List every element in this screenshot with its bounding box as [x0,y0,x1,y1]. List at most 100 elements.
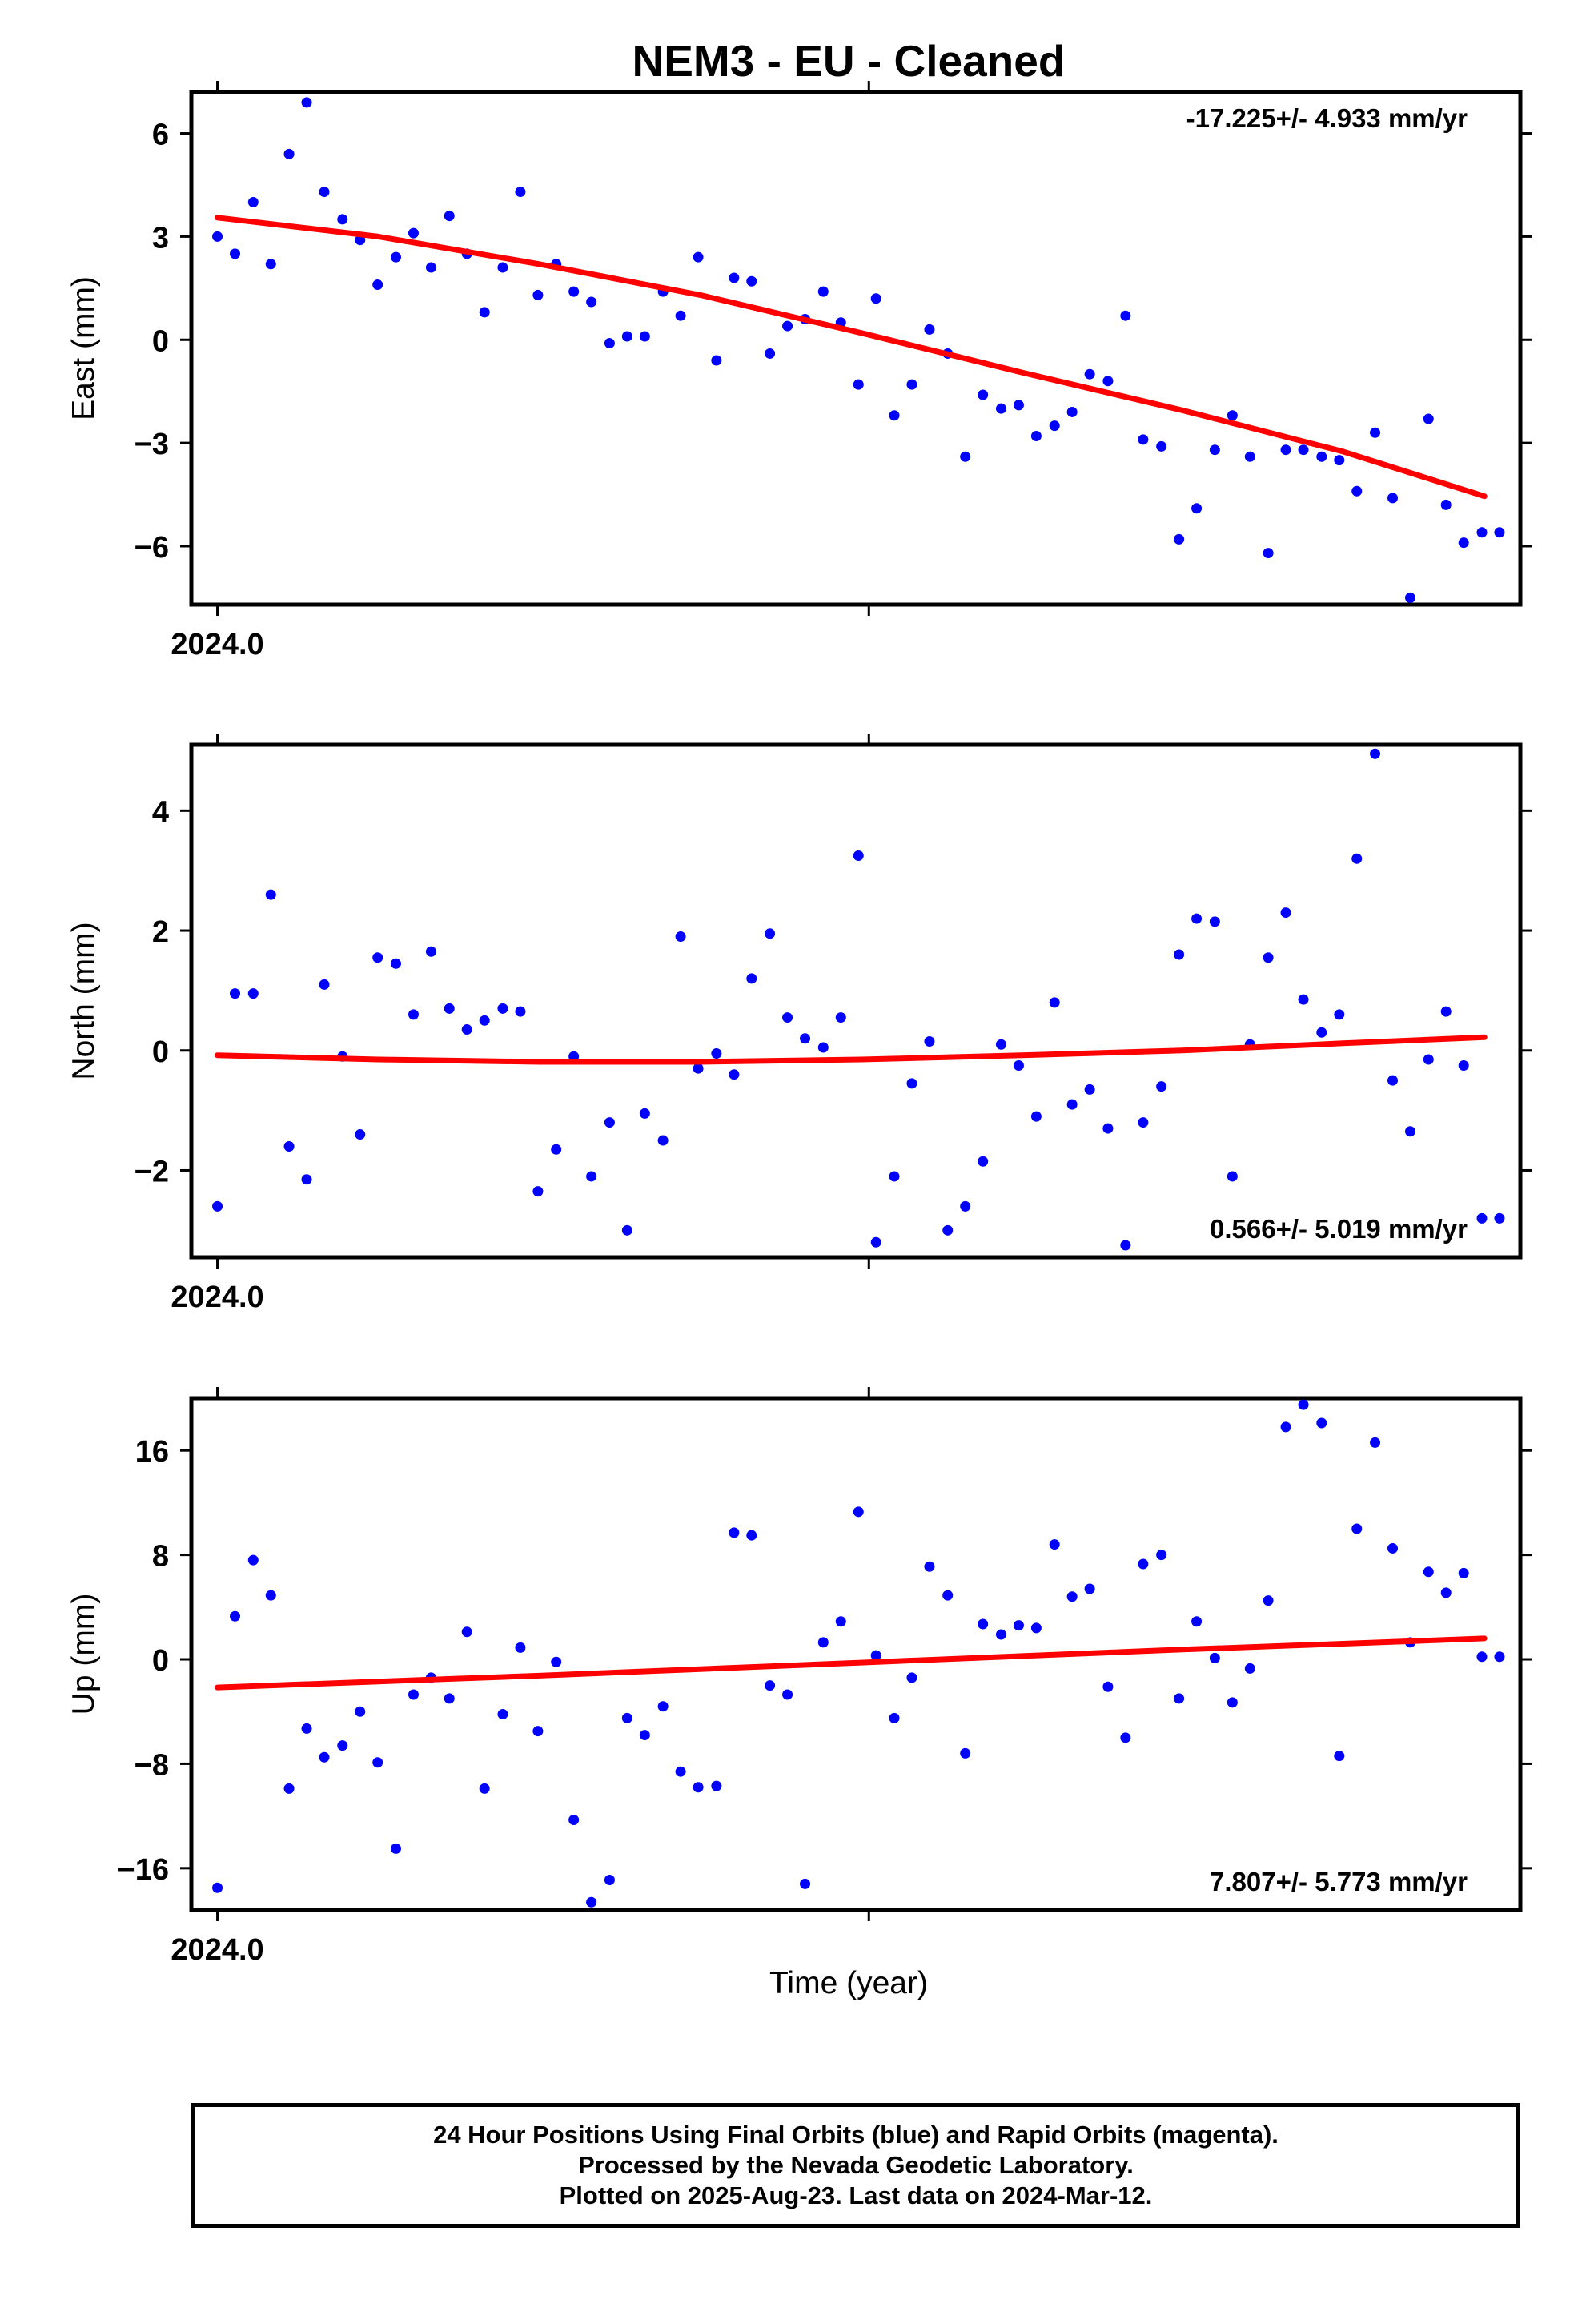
fit-line [215,215,1488,500]
data-point [1191,1616,1203,1627]
data-point [604,1117,615,1128]
data-point [1174,949,1185,960]
x-tick-label: 2024.0 [171,1933,263,1967]
data-point [1209,444,1220,456]
data-point [960,1747,971,1759]
y-tick-label: −2 [135,1155,169,1188]
data-point [1084,368,1095,380]
data-point [765,1680,776,1691]
data-point [408,227,419,239]
data-point [479,1015,490,1026]
data-point [853,379,864,390]
data-point [230,248,241,259]
y-tick-label: −16 [118,1853,169,1887]
data-point [1476,1212,1488,1224]
chart-title: NEM3 - EU - Cleaned [632,36,1066,86]
data-point [889,410,900,421]
data-point [337,1740,348,1751]
data-point [586,296,597,308]
data-point [568,1815,580,1826]
data-point [1066,1099,1078,1110]
data-point [639,1108,650,1119]
data-point [1191,503,1203,514]
data-point [1280,1421,1291,1433]
data-point [1404,592,1415,603]
data-point [870,1236,881,1248]
data-point [621,331,632,342]
data-point [497,1003,508,1014]
panel-east: 6 3 0 −3 −6 2024.0 East (mm) -17.225+/- 4.933 m… [66,81,1532,661]
footer-box: 24 Hour Positions Using Final Orbits (bl… [191,2103,1520,2228]
data-point [319,979,330,990]
data-point [1334,1751,1345,1762]
data-point [1156,440,1167,452]
data-point [551,1144,562,1155]
data-point [853,1506,864,1518]
data-point [1387,1075,1399,1086]
data-point [1458,537,1469,549]
y-tick-label: −6 [135,531,169,565]
y-tick-label: 16 [135,1435,169,1469]
data-point [1263,1595,1274,1606]
y-tick-label: 3 [152,221,169,255]
data-point [978,389,989,400]
data-point [337,214,348,225]
data-point [1138,1117,1149,1128]
data-point [319,1751,330,1763]
data-point [1209,916,1220,927]
data-point [1334,1009,1345,1020]
data-point [729,1069,740,1080]
fit-line [215,1635,1488,1691]
data-point [1013,1620,1024,1631]
data-point [906,1078,917,1089]
data-point [746,973,757,984]
data-point [1066,1591,1078,1602]
data-point [1316,451,1327,462]
footer-line-3: Plotted on 2025-Aug-23. Last data on 202… [559,2181,1153,2209]
data-point [1138,434,1149,445]
data-point [621,1712,632,1723]
data-point [621,1224,632,1236]
data-point [372,952,383,963]
data-point [924,1036,935,1047]
data-point [230,1610,241,1622]
data-point [711,1047,722,1059]
data-point [924,324,935,335]
data-point [301,97,312,108]
data-point [995,1039,1006,1050]
data-point [1458,1059,1469,1071]
x-tick-label: 2024.0 [171,628,263,661]
data-point [1351,853,1363,864]
data-point [586,1896,597,1908]
data-point [1351,1523,1363,1534]
data-point [1298,994,1309,1005]
data-point [1030,1622,1042,1634]
data-point [1387,493,1399,504]
data-point [746,1530,757,1541]
data-point [657,1135,669,1146]
data-point [1084,1084,1095,1095]
data-point [1102,376,1114,387]
data-point [1351,485,1363,497]
data-point [1334,455,1345,466]
data-point [1244,1663,1255,1674]
data-point [497,1708,508,1719]
data-point [1423,1566,1434,1578]
data-point [1227,1171,1238,1182]
data-point [532,1186,544,1197]
data-point [746,275,757,287]
data-point [532,1726,544,1737]
data-point [408,1689,419,1700]
data-point [515,1642,526,1653]
data-point [639,331,650,342]
data-point [1102,1681,1114,1692]
data-point [1120,1732,1131,1743]
data-point [1280,444,1291,456]
data-point [425,946,436,957]
data-point [1191,913,1203,924]
data-point [265,259,276,270]
data-point [835,1616,846,1627]
fit-line [215,1034,1488,1065]
data-point [817,1042,829,1053]
